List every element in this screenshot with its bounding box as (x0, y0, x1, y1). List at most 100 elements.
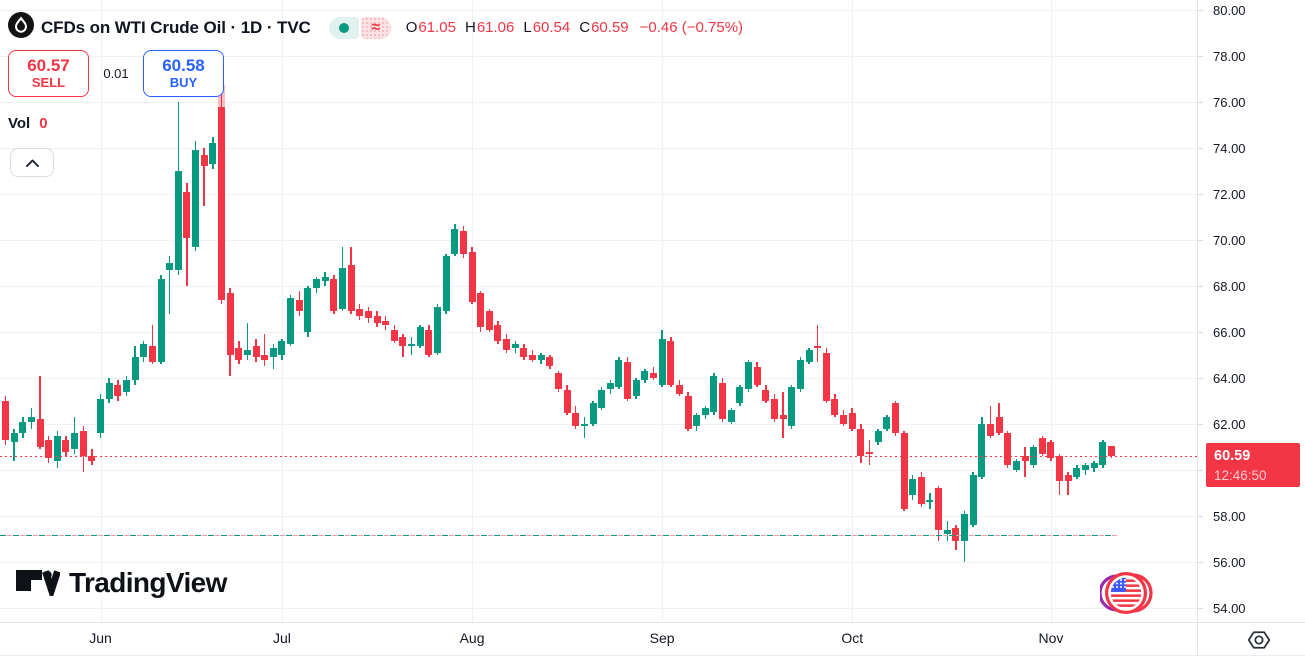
price-gridline (0, 285, 1197, 287)
candle (122, 380, 130, 392)
collapse-indicators-button[interactable] (10, 148, 54, 177)
candle (788, 387, 796, 427)
candle (364, 311, 372, 319)
candle (995, 417, 1003, 434)
candle (477, 292, 485, 328)
candle (494, 325, 502, 342)
candle (667, 341, 675, 385)
candle (235, 348, 243, 360)
month-tick-label: Jun (89, 630, 112, 646)
price-tick-label: 80.00 (1213, 2, 1246, 18)
price-gridline (0, 515, 1197, 517)
month-gridline (100, 0, 102, 622)
candle (148, 345, 156, 362)
month-gridline (1050, 0, 1052, 622)
price-gridline (0, 561, 1197, 563)
month-gridline (662, 0, 664, 622)
chart-canvas[interactable] (0, 0, 1197, 622)
last-price-label[interactable]: 60.59 12:46:50 (1206, 443, 1300, 487)
axis-settings-icon[interactable] (1246, 627, 1272, 653)
candle (1073, 467, 1081, 477)
candle (36, 419, 44, 447)
candle (624, 361, 632, 399)
candle (840, 414, 848, 424)
price-tick-mark (1198, 378, 1203, 379)
candle (408, 343, 416, 346)
buy-button[interactable]: 60.58 BUY (143, 50, 224, 97)
candle (88, 456, 96, 461)
candle-wick (989, 405, 992, 438)
price-tick-label: 62.00 (1213, 416, 1246, 432)
candle (650, 373, 657, 378)
market-status-pill[interactable] (328, 16, 359, 39)
candle (166, 263, 174, 270)
month-tick-label: Aug (459, 630, 485, 646)
candle (511, 343, 519, 349)
price-gridline (0, 331, 1197, 333)
price-axis-border (1197, 0, 1198, 655)
last-price-value: 60.59 (1214, 447, 1251, 464)
time-axis[interactable]: Jun Jul Aug Sep Oct Nov (0, 623, 1197, 655)
candle (304, 288, 312, 332)
candle (529, 355, 537, 360)
support-level-line (0, 534, 1118, 537)
candle (883, 417, 891, 429)
spread-value: 0.01 (103, 66, 129, 81)
candle (779, 414, 787, 420)
price-axis[interactable]: 60.59 12:46:50 80.00 78.00 76.00 74.00 72.00… (1198, 0, 1305, 622)
price-gridline (0, 377, 1197, 379)
candle (537, 355, 545, 360)
candle (62, 440, 70, 452)
price-tick-label: 76.00 (1213, 94, 1246, 110)
candle (961, 513, 969, 542)
candle-wick (39, 375, 41, 450)
ohlc-legend: O 61.05 H 61.06 L 60.54 C 60.59 −0.46 (−… (406, 19, 743, 36)
candle-wick (583, 417, 586, 438)
candle (572, 412, 580, 427)
month-tick-label: Nov (1038, 630, 1064, 646)
volume-value: 0 (39, 115, 48, 132)
candle (321, 276, 329, 282)
chevron-up-icon (25, 159, 39, 167)
candle (399, 336, 407, 346)
candle (520, 348, 528, 358)
candle (468, 251, 476, 303)
candle (866, 451, 873, 454)
price-tick-mark (1198, 608, 1203, 609)
candle-wick (168, 256, 171, 314)
candle (416, 327, 424, 346)
candle (226, 292, 234, 355)
candle (684, 396, 692, 429)
price-gridline (0, 9, 1197, 11)
spike-wick-highlight (218, 84, 225, 108)
candle (330, 279, 338, 312)
price-tick-label: 58.00 (1213, 508, 1246, 524)
economic-events-flag-icon[interactable] (1098, 570, 1154, 621)
candle (719, 382, 727, 420)
candle (451, 228, 459, 254)
candle (770, 398, 778, 420)
month-gridline (472, 0, 474, 622)
candle (503, 338, 511, 351)
symbol-title[interactable]: CFDs on WTI Crude Oil · 1D · TVC (41, 17, 311, 37)
candle (943, 529, 951, 535)
candle (701, 407, 709, 415)
candle (1064, 474, 1072, 482)
price-tick-label: 68.00 (1213, 278, 1246, 294)
delayed-data-pill[interactable]: ≈ (360, 16, 391, 39)
candle (140, 343, 148, 358)
trade-panel: 60.57 SELL 0.01 60.58 BUY (8, 50, 224, 97)
sell-price: 60.57 (27, 56, 70, 76)
sell-button[interactable]: 60.57 SELL (8, 50, 89, 97)
price-tick-label: 66.00 (1213, 324, 1246, 340)
candle (848, 412, 856, 429)
candle (71, 433, 79, 450)
candle (209, 143, 217, 165)
candle (874, 430, 882, 443)
candle (632, 380, 640, 397)
candle (969, 474, 977, 526)
candle (917, 476, 925, 505)
candle-wick (1024, 447, 1026, 477)
candle (580, 424, 588, 427)
tradingview-watermark: TradingView (16, 567, 227, 599)
